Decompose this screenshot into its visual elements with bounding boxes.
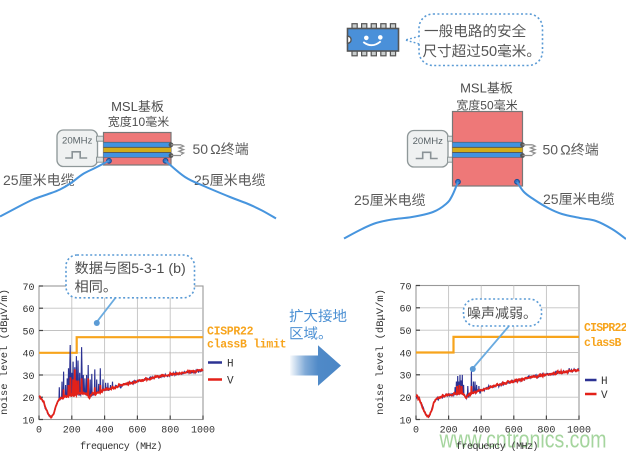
svg-text:800: 800 xyxy=(161,426,179,437)
svg-text:50: 50 xyxy=(480,99,494,113)
svg-text:30: 30 xyxy=(399,372,411,383)
svg-text:60: 60 xyxy=(22,305,34,316)
svg-text:MSL: MSL xyxy=(460,81,487,96)
svg-text:40: 40 xyxy=(22,350,34,361)
svg-text:20: 20 xyxy=(399,394,411,405)
svg-text:50: 50 xyxy=(399,327,411,338)
svg-text:20: 20 xyxy=(22,394,34,405)
svg-text:CISPR22: CISPR22 xyxy=(584,322,626,335)
svg-text:Ω: Ω xyxy=(560,142,570,158)
svg-text:0: 0 xyxy=(36,426,42,437)
svg-text:70: 70 xyxy=(22,283,34,294)
svg-text:MSL: MSL xyxy=(111,99,138,114)
svg-text:50: 50 xyxy=(543,142,559,158)
svg-text:CISPR22: CISPR22 xyxy=(207,326,254,339)
svg-text:600: 600 xyxy=(505,426,523,437)
svg-text:20MHz: 20MHz xyxy=(413,136,444,147)
svg-text:20MHz: 20MHz xyxy=(62,136,93,147)
svg-text:H: H xyxy=(227,359,234,371)
svg-text:25: 25 xyxy=(543,191,559,207)
svg-text:60: 60 xyxy=(399,305,411,316)
svg-text:classB: classB xyxy=(584,337,622,350)
svg-text:www.cntronics.com: www.cntronics.com xyxy=(439,427,607,454)
svg-text:600: 600 xyxy=(128,426,146,437)
svg-text:Ω: Ω xyxy=(210,141,220,157)
svg-text:50: 50 xyxy=(481,44,497,60)
svg-text:5-3-1 (b): 5-3-1 (b) xyxy=(131,261,185,277)
svg-text:70: 70 xyxy=(399,282,411,293)
svg-text:1000: 1000 xyxy=(191,426,215,437)
svg-text:classB limit: classB limit xyxy=(207,339,286,352)
svg-text:0: 0 xyxy=(413,426,419,437)
svg-text:frequency (MHz): frequency (MHz) xyxy=(80,441,162,453)
svg-text:50: 50 xyxy=(22,327,34,338)
svg-text:800: 800 xyxy=(537,426,555,437)
svg-text:10: 10 xyxy=(132,115,146,129)
svg-text:200: 200 xyxy=(63,426,81,437)
svg-text:50: 50 xyxy=(193,141,209,157)
svg-text:10: 10 xyxy=(399,416,411,427)
svg-text:noise level (dBμV/m): noise level (dBμV/m) xyxy=(0,289,11,415)
svg-text:noise level (dBμV/m): noise level (dBμV/m) xyxy=(375,289,387,415)
svg-text:25: 25 xyxy=(354,192,370,208)
svg-text:25: 25 xyxy=(3,172,19,188)
svg-text:400: 400 xyxy=(472,426,490,437)
svg-text:H: H xyxy=(601,376,608,388)
svg-text:400: 400 xyxy=(96,426,114,437)
svg-text:10: 10 xyxy=(22,416,34,427)
svg-text:40: 40 xyxy=(399,349,411,360)
svg-text:1000: 1000 xyxy=(567,426,591,437)
svg-text:200: 200 xyxy=(440,426,458,437)
svg-text:V: V xyxy=(227,376,234,388)
svg-text:frequency (MHz): frequency (MHz) xyxy=(456,441,538,453)
svg-text:30: 30 xyxy=(22,372,34,383)
svg-text:V: V xyxy=(601,390,608,402)
